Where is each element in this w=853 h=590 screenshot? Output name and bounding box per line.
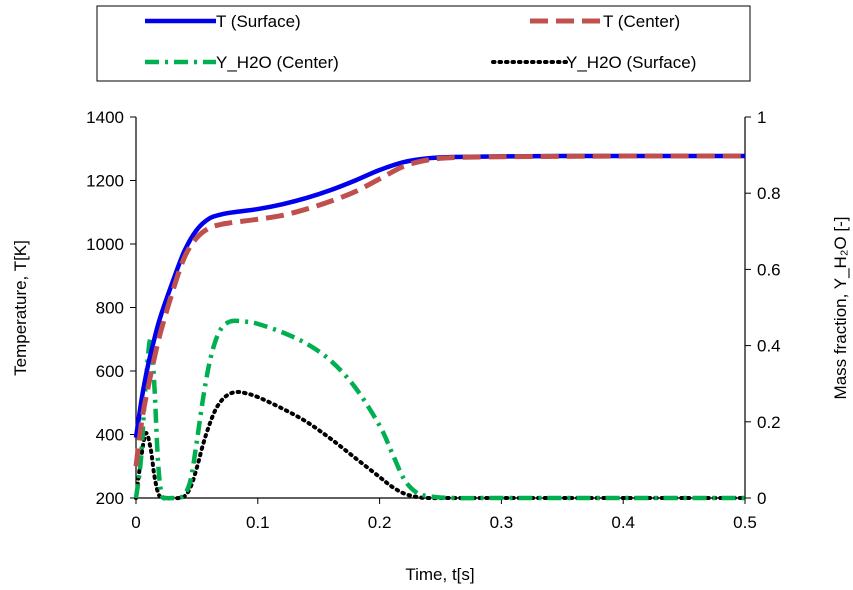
y-left-tick-label: 600 (96, 362, 124, 381)
y-right-tick-label: 0 (757, 489, 766, 508)
legend-label-yh2o-surface: Y_H2O (Surface) (566, 53, 696, 72)
x-tick-label: 0.2 (368, 513, 392, 532)
series-layer (133, 153, 747, 501)
x-tick-label: 0.3 (490, 513, 514, 532)
series-line-t-center (133, 153, 745, 467)
legend-frame (96, 5, 751, 82)
legend: T (Surface) T (Center) Y_H2O (Center) Y_… (96, 5, 751, 82)
x-axis-label: Time, t[s] (405, 565, 474, 584)
axes (135, 117, 746, 499)
y-left-tick-label: 1000 (86, 235, 124, 254)
x-tick-label: 0 (131, 513, 140, 532)
y-left-tick-label: 800 (96, 299, 124, 318)
y-left-tick-label: 400 (96, 426, 124, 445)
legend-label-yh2o-center: Y_H2O (Center) (216, 53, 339, 72)
x-tick-label: 0.4 (611, 513, 635, 532)
y-left-tick-label: 1200 (86, 172, 124, 191)
x-tick-label: 0.5 (733, 513, 757, 532)
x-tick-label: 0.1 (246, 513, 270, 532)
tick-marks: 0 0.1 0.2 0.3 0.4 0.5 200 400 600 800 1000 1200 1400… (86, 108, 780, 532)
y-right-tick-label: 0.2 (757, 413, 781, 432)
y-left-axis-label: Temperature, T[K] (11, 240, 30, 376)
legend-label-t-center: T (Center) (603, 12, 680, 31)
series-line-y-h2o-center (133, 318, 745, 501)
y-left-tick-label: 1400 (86, 108, 124, 127)
y-right-tick-label: 0.4 (757, 337, 781, 356)
y-left-tick-label: 200 (96, 489, 124, 508)
series-line-y-h2o-surface (134, 390, 747, 501)
y-right-tick-label: 1 (757, 108, 766, 127)
legend-label-t-surface: T (Surface) (216, 12, 301, 31)
y-right-axis-label: Mass fraction, Y_H₂O [-] (831, 217, 850, 400)
y-right-tick-label: 0.6 (757, 260, 781, 279)
y-right-tick-label: 0.8 (757, 184, 781, 203)
